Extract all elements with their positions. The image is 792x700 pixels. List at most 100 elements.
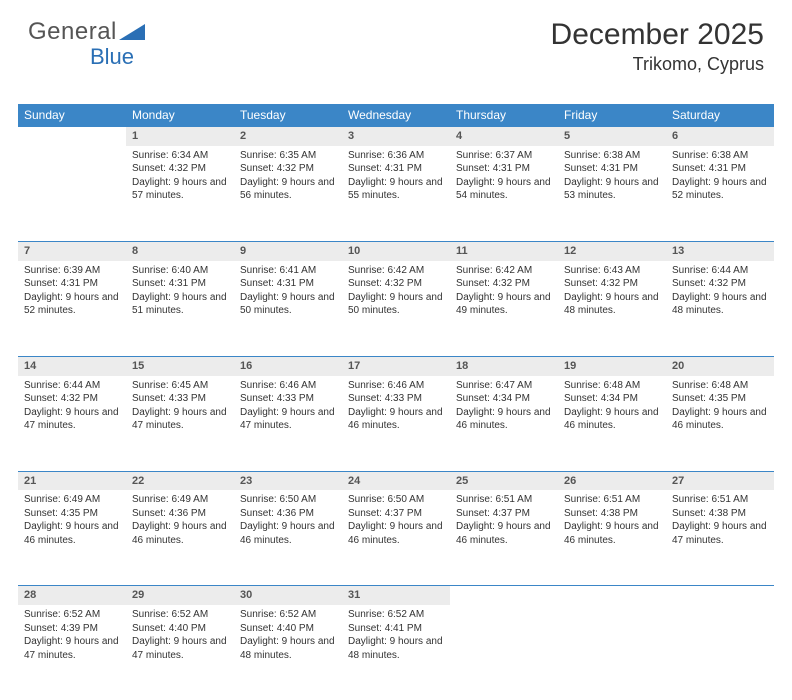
day-number: 13	[666, 241, 774, 260]
day-cell: Sunrise: 6:39 AMSunset: 4:31 PMDaylight:…	[18, 261, 126, 357]
brand-name-part1: General	[28, 20, 117, 44]
daylight-text: Daylight: 9 hours and 46 minutes.	[24, 520, 120, 547]
sunset-text: Sunset: 4:40 PM	[132, 622, 228, 636]
day-cell: Sunrise: 6:38 AMSunset: 4:31 PMDaylight:…	[558, 146, 666, 242]
sunset-text: Sunset: 4:32 PM	[564, 277, 660, 291]
daylight-text: Daylight: 9 hours and 46 minutes.	[564, 520, 660, 547]
day-cell: Sunrise: 6:52 AMSunset: 4:39 PMDaylight:…	[18, 605, 126, 700]
day-number: 3	[342, 127, 450, 146]
daylight-text: Daylight: 9 hours and 48 minutes.	[672, 291, 768, 318]
day-number: 30	[234, 586, 342, 605]
sunset-text: Sunset: 4:39 PM	[24, 622, 120, 636]
sunrise-text: Sunrise: 6:45 AM	[132, 379, 228, 393]
day-number	[558, 586, 666, 605]
day-number: 23	[234, 471, 342, 490]
sunrise-text: Sunrise: 6:38 AM	[564, 149, 660, 163]
day-cell	[18, 146, 126, 242]
daylight-text: Daylight: 9 hours and 46 minutes.	[672, 406, 768, 433]
sunset-text: Sunset: 4:31 PM	[564, 162, 660, 176]
sunrise-text: Sunrise: 6:48 AM	[672, 379, 768, 393]
daylight-text: Daylight: 9 hours and 50 minutes.	[348, 291, 444, 318]
sunrise-text: Sunrise: 6:51 AM	[564, 493, 660, 507]
sunrise-text: Sunrise: 6:52 AM	[24, 608, 120, 622]
day-number: 31	[342, 586, 450, 605]
weekday-header: Saturday	[666, 104, 774, 127]
day-body-row: Sunrise: 6:39 AMSunset: 4:31 PMDaylight:…	[18, 261, 774, 357]
sunset-text: Sunset: 4:32 PM	[24, 392, 120, 406]
daylight-text: Daylight: 9 hours and 47 minutes.	[24, 635, 120, 662]
daylight-text: Daylight: 9 hours and 48 minutes.	[564, 291, 660, 318]
sunrise-text: Sunrise: 6:49 AM	[24, 493, 120, 507]
daylight-text: Daylight: 9 hours and 47 minutes.	[240, 406, 336, 433]
day-number: 20	[666, 356, 774, 375]
day-cell: Sunrise: 6:52 AMSunset: 4:41 PMDaylight:…	[342, 605, 450, 700]
day-number: 2	[234, 127, 342, 146]
day-number: 17	[342, 356, 450, 375]
sunset-text: Sunset: 4:37 PM	[348, 507, 444, 521]
sunset-text: Sunset: 4:32 PM	[132, 162, 228, 176]
sunrise-text: Sunrise: 6:35 AM	[240, 149, 336, 163]
daylight-text: Daylight: 9 hours and 46 minutes.	[240, 520, 336, 547]
sunrise-text: Sunrise: 6:43 AM	[564, 264, 660, 278]
page-title: December 2025	[551, 18, 764, 52]
day-number: 25	[450, 471, 558, 490]
daylight-text: Daylight: 9 hours and 46 minutes.	[348, 406, 444, 433]
daylight-text: Daylight: 9 hours and 55 minutes.	[348, 176, 444, 203]
daylight-text: Daylight: 9 hours and 46 minutes.	[348, 520, 444, 547]
day-cell: Sunrise: 6:50 AMSunset: 4:37 PMDaylight:…	[342, 490, 450, 586]
day-cell: Sunrise: 6:44 AMSunset: 4:32 PMDaylight:…	[666, 261, 774, 357]
sunset-text: Sunset: 4:33 PM	[348, 392, 444, 406]
day-number: 5	[558, 127, 666, 146]
sunrise-text: Sunrise: 6:51 AM	[456, 493, 552, 507]
daylight-text: Daylight: 9 hours and 46 minutes.	[456, 520, 552, 547]
sunset-text: Sunset: 4:35 PM	[672, 392, 768, 406]
day-cell	[666, 605, 774, 700]
sunset-text: Sunset: 4:31 PM	[456, 162, 552, 176]
daylight-text: Daylight: 9 hours and 49 minutes.	[456, 291, 552, 318]
page-subtitle: Trikomo, Cyprus	[551, 54, 764, 75]
day-cell: Sunrise: 6:35 AMSunset: 4:32 PMDaylight:…	[234, 146, 342, 242]
sunrise-text: Sunrise: 6:39 AM	[24, 264, 120, 278]
day-body-row: Sunrise: 6:49 AMSunset: 4:35 PMDaylight:…	[18, 490, 774, 586]
brand-logo: General	[28, 20, 145, 44]
day-cell: Sunrise: 6:42 AMSunset: 4:32 PMDaylight:…	[450, 261, 558, 357]
sunset-text: Sunset: 4:38 PM	[672, 507, 768, 521]
sunset-text: Sunset: 4:33 PM	[240, 392, 336, 406]
sunrise-text: Sunrise: 6:38 AM	[672, 149, 768, 163]
sunrise-text: Sunrise: 6:40 AM	[132, 264, 228, 278]
calendar-table: Sunday Monday Tuesday Wednesday Thursday…	[18, 104, 774, 700]
sunrise-text: Sunrise: 6:52 AM	[240, 608, 336, 622]
sunrise-text: Sunrise: 6:48 AM	[564, 379, 660, 393]
daylight-text: Daylight: 9 hours and 47 minutes.	[672, 520, 768, 547]
daylight-text: Daylight: 9 hours and 52 minutes.	[24, 291, 120, 318]
day-cell: Sunrise: 6:37 AMSunset: 4:31 PMDaylight:…	[450, 146, 558, 242]
sunset-text: Sunset: 4:36 PM	[132, 507, 228, 521]
day-number: 29	[126, 586, 234, 605]
sunrise-text: Sunrise: 6:51 AM	[672, 493, 768, 507]
header-block: December 2025 Trikomo, Cyprus	[551, 18, 764, 75]
sunrise-text: Sunrise: 6:34 AM	[132, 149, 228, 163]
sunset-text: Sunset: 4:31 PM	[672, 162, 768, 176]
day-cell: Sunrise: 6:46 AMSunset: 4:33 PMDaylight:…	[342, 376, 450, 472]
sunrise-text: Sunrise: 6:42 AM	[348, 264, 444, 278]
sunrise-text: Sunrise: 6:36 AM	[348, 149, 444, 163]
daylight-text: Daylight: 9 hours and 47 minutes.	[132, 406, 228, 433]
day-cell: Sunrise: 6:36 AMSunset: 4:31 PMDaylight:…	[342, 146, 450, 242]
daylight-text: Daylight: 9 hours and 47 minutes.	[132, 635, 228, 662]
sunset-text: Sunset: 4:31 PM	[24, 277, 120, 291]
day-number: 24	[342, 471, 450, 490]
day-number	[18, 127, 126, 146]
sunset-text: Sunset: 4:36 PM	[240, 507, 336, 521]
daylight-text: Daylight: 9 hours and 48 minutes.	[348, 635, 444, 662]
sunrise-text: Sunrise: 6:37 AM	[456, 149, 552, 163]
sunrise-text: Sunrise: 6:41 AM	[240, 264, 336, 278]
day-number: 1	[126, 127, 234, 146]
sunset-text: Sunset: 4:38 PM	[564, 507, 660, 521]
daynum-row: 78910111213	[18, 241, 774, 260]
weekday-header: Friday	[558, 104, 666, 127]
day-number: 26	[558, 471, 666, 490]
day-number: 14	[18, 356, 126, 375]
day-number: 10	[342, 241, 450, 260]
day-number: 22	[126, 471, 234, 490]
daynum-row: 14151617181920	[18, 356, 774, 375]
